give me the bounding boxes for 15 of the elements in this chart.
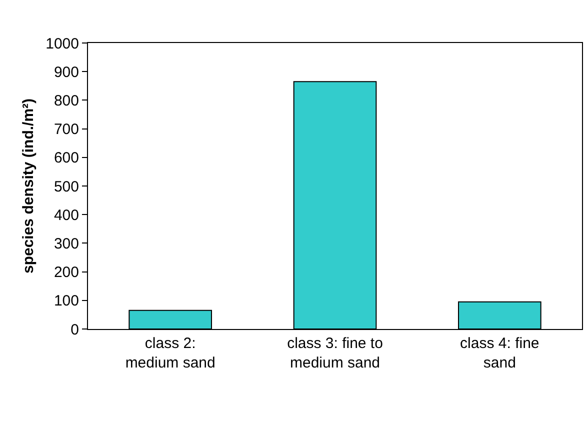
y-tick-label: 800 <box>54 92 79 110</box>
y-tick-label: 900 <box>54 64 79 81</box>
x-tick-label: class 3: fine to medium sand <box>287 335 383 372</box>
y-tick-label: 100 <box>54 292 79 310</box>
y-tick-label: 300 <box>54 235 79 252</box>
y-tick-label: 500 <box>54 178 79 196</box>
x-tick-label: class 2: medium sand <box>125 335 216 372</box>
y-tick-label: 700 <box>54 121 79 138</box>
y-tick-label: 600 <box>54 150 79 167</box>
x-tick-label: class 4: fine sand <box>460 335 540 372</box>
y-tick-label: 1000 <box>46 35 79 52</box>
y-tick-label: 400 <box>54 206 79 224</box>
y-tick-label: 0 <box>70 321 79 338</box>
y-tick-label: 200 <box>54 264 79 282</box>
y-axis-title: species density (ind./m²) <box>20 98 37 274</box>
